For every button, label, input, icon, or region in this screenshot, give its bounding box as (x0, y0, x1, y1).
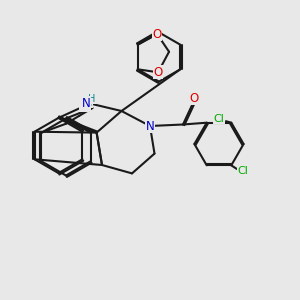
Text: O: O (190, 92, 199, 105)
Text: N: N (82, 97, 91, 110)
Text: O: O (153, 28, 162, 41)
Text: N: N (80, 101, 88, 112)
Text: O: O (154, 66, 163, 79)
Text: Cl: Cl (214, 114, 225, 124)
Text: H: H (85, 98, 92, 108)
Text: H: H (88, 94, 95, 104)
Text: Cl: Cl (238, 166, 249, 176)
Text: N: N (146, 119, 154, 133)
